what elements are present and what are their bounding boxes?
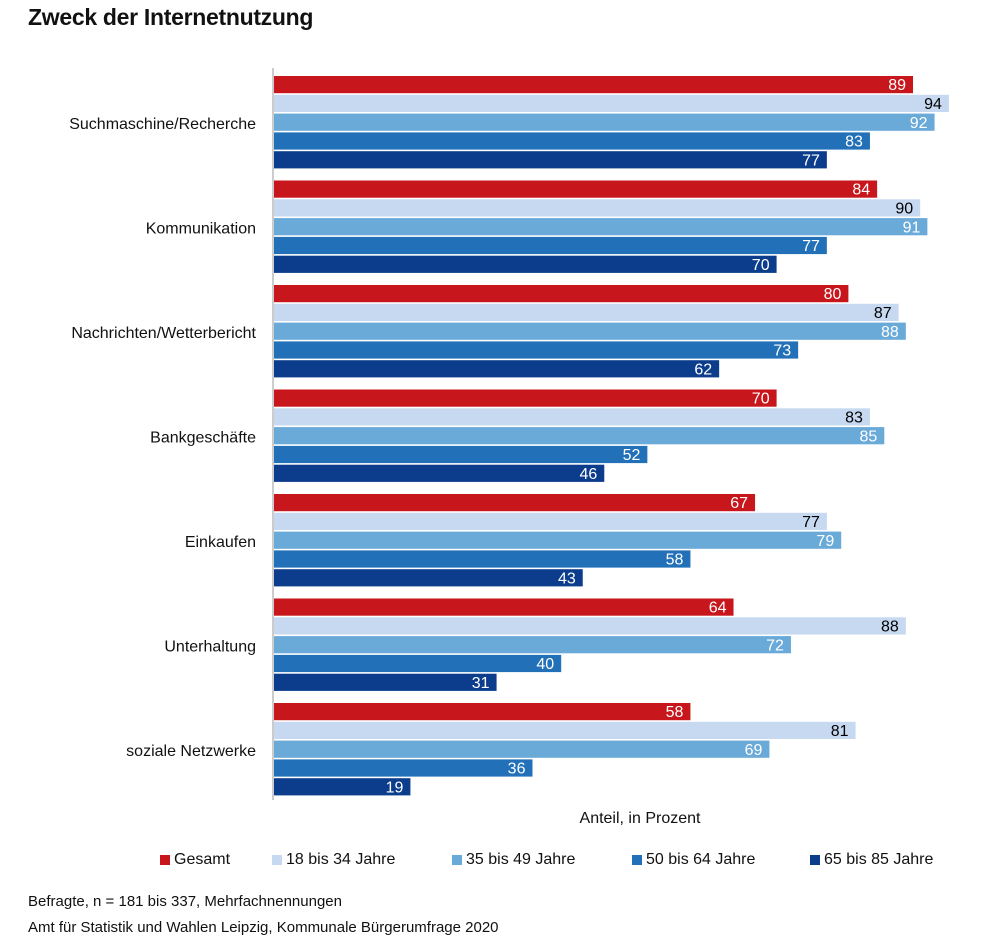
bar [274,408,870,426]
bar [274,132,870,150]
data-label: 88 [881,324,899,341]
bar [274,550,691,568]
sample-footnote: Befragte, n = 181 bis 337, Mehrfachnennu… [28,893,342,910]
chart-title: Zweck der Internetnutzung [28,4,314,30]
category-label: Unterhaltung [164,639,256,656]
bar [274,285,849,303]
bar [274,180,878,198]
bar [274,464,605,482]
legend-label: 50 bis 64 Jahre [646,851,756,868]
data-label: 90 [895,201,913,218]
legend-swatch [810,855,820,865]
bar [274,445,648,464]
data-label: 52 [623,447,641,464]
data-label: 77 [802,514,820,531]
category-label: Einkaufen [185,534,256,551]
bar [274,427,885,445]
category-label: Kommunikation [146,221,256,238]
data-label: 62 [694,361,712,378]
data-label: 67 [730,495,748,512]
bar [274,303,899,321]
bar [274,76,914,94]
data-label: 69 [745,742,763,759]
bar [274,199,921,217]
legend-label: 18 bis 34 Jahre [286,851,396,868]
data-label: 46 [579,466,597,483]
bar [274,341,799,359]
legend-label: Gesamt [174,851,231,868]
data-label: 43 [558,570,576,587]
category-label: Bankgeschäfte [150,430,256,447]
bar [274,636,791,654]
legend-swatch [632,855,642,865]
data-label: 70 [752,257,770,274]
legend-item: 50 bis 64 Jahre [632,851,755,869]
data-label: 83 [845,410,863,427]
data-label: 81 [831,723,849,740]
data-label: 89 [888,77,906,94]
data-label: 64 [709,600,727,617]
data-label: 92 [910,115,928,132]
data-label: 31 [472,675,490,692]
data-label: 94 [924,96,942,113]
bar [274,654,562,673]
bar [274,673,497,691]
data-label: 77 [802,152,820,169]
data-label: 70 [752,391,770,408]
data-label: 72 [766,637,784,654]
legend-swatch [272,855,282,865]
legend-item: 18 bis 34 Jahre [272,851,395,869]
bar [274,389,777,407]
data-label: 79 [816,533,834,550]
bar [274,94,949,112]
legend-item: 65 bis 85 Jahre [810,851,933,869]
data-label: 88 [881,619,899,636]
bar [274,151,827,169]
data-label: 36 [508,761,526,778]
data-label: 91 [903,219,921,236]
bar [274,113,935,131]
legend-item: Gesamt [160,851,230,869]
category-label: soziale Netzwerke [126,743,256,760]
bar [274,236,827,255]
source-footnote: Amt für Statistik und Wahlen Leipzig, Ko… [28,919,499,936]
bar [274,721,856,739]
bar [274,218,928,236]
bar [274,531,842,549]
bar [274,255,777,273]
bar [274,322,906,340]
legend-item: 35 bis 49 Jahre [452,851,575,869]
legend-label: 35 bis 49 Jahre [466,851,576,868]
data-label: 40 [536,656,554,673]
data-label: 58 [666,552,684,569]
bar [274,778,411,796]
data-label: 77 [802,238,820,255]
data-label: 58 [666,704,684,721]
legend: Gesamt 18 bis 34 Jahre 35 bis 49 Jahre 50 b… [0,851,1000,875]
data-label: 85 [860,428,878,445]
data-label: 80 [824,286,842,303]
bar [274,512,827,530]
bar [274,703,691,721]
bar [274,360,720,378]
bar [274,740,770,758]
bar [274,617,906,635]
legend-label: 65 bis 85 Jahre [824,851,934,868]
legend-swatch [160,855,170,865]
data-label: 84 [852,182,870,199]
bar [274,494,756,512]
data-label: 19 [386,779,404,796]
data-label: 87 [874,305,892,322]
x-axis-title: Anteil, in Prozent [580,810,702,827]
legend-swatch [452,855,462,865]
bar [274,759,533,777]
bar [274,569,583,587]
category-label: Nachrichten/Wetterbericht [71,325,256,342]
data-label: 73 [773,343,791,360]
data-label: 83 [845,134,863,151]
category-label: Suchmaschine/Recherche [69,116,256,133]
bar [274,598,734,616]
